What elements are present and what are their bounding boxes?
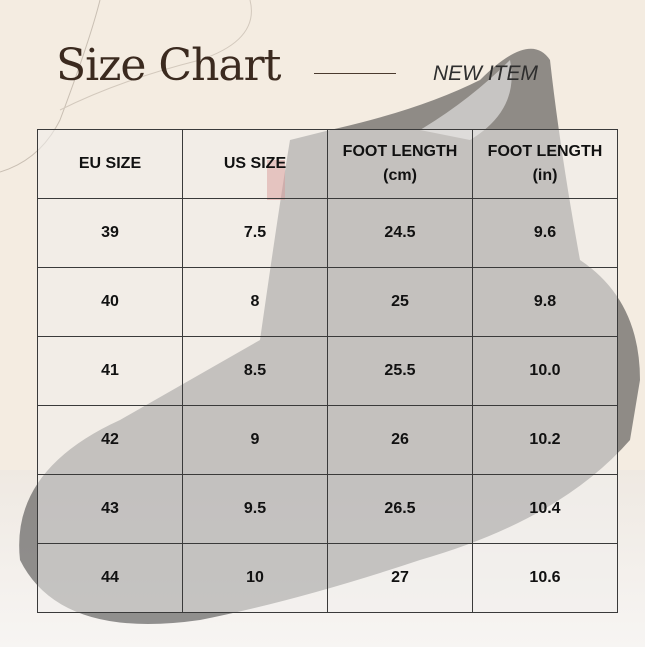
column-header-foot-length-cm: FOOT LENGTH (cm)	[327, 129, 473, 199]
size-chart-table: EU SIZE US SIZE FOOT LENGTH (cm) FOOT LE…	[37, 129, 618, 613]
cell-foot-length-cm: 27	[327, 543, 473, 613]
table-row: 39 7.5 24.5 9.6	[37, 198, 618, 268]
cell-foot-length-cm: 25.5	[327, 336, 473, 406]
column-header-us-size: US SIZE	[182, 129, 328, 199]
table-row: 41 8.5 25.5 10.0	[37, 336, 618, 406]
cell-eu-size: 39	[37, 198, 183, 268]
cell-us-size: 8.5	[182, 336, 328, 406]
table-row: 43 9.5 26.5 10.4	[37, 474, 618, 544]
cell-us-size: 8	[182, 267, 328, 337]
cell-foot-length-in: 10.4	[472, 474, 618, 544]
cell-eu-size: 42	[37, 405, 183, 475]
cell-foot-length-in: 9.8	[472, 267, 618, 337]
cell-eu-size: 44	[37, 543, 183, 613]
page-title: Size Chart	[56, 40, 281, 91]
title-divider	[314, 73, 396, 74]
cell-foot-length-in: 10.6	[472, 543, 618, 613]
cell-us-size: 9.5	[182, 474, 328, 544]
subtitle: NEW ITEM	[433, 62, 538, 85]
cell-eu-size: 41	[37, 336, 183, 406]
column-header-eu-size: EU SIZE	[37, 129, 183, 199]
column-header-foot-length-in: FOOT LENGTH (in)	[472, 129, 618, 199]
cell-foot-length-cm: 26	[327, 405, 473, 475]
table-row: 44 10 27 10.6	[37, 543, 618, 613]
cell-foot-length-in: 9.6	[472, 198, 618, 268]
cell-us-size: 7.5	[182, 198, 328, 268]
cell-foot-length-in: 10.2	[472, 405, 618, 475]
table-row: 40 8 25 9.8	[37, 267, 618, 337]
cell-foot-length-cm: 26.5	[327, 474, 473, 544]
table-header-row: EU SIZE US SIZE FOOT LENGTH (cm) FOOT LE…	[37, 129, 618, 199]
cell-foot-length-cm: 25	[327, 267, 473, 337]
cell-eu-size: 40	[37, 267, 183, 337]
table-row: 42 9 26 10.2	[37, 405, 618, 475]
cell-foot-length-in: 10.0	[472, 336, 618, 406]
cell-us-size: 9	[182, 405, 328, 475]
cell-foot-length-cm: 24.5	[327, 198, 473, 268]
cell-us-size: 10	[182, 543, 328, 613]
cell-eu-size: 43	[37, 474, 183, 544]
